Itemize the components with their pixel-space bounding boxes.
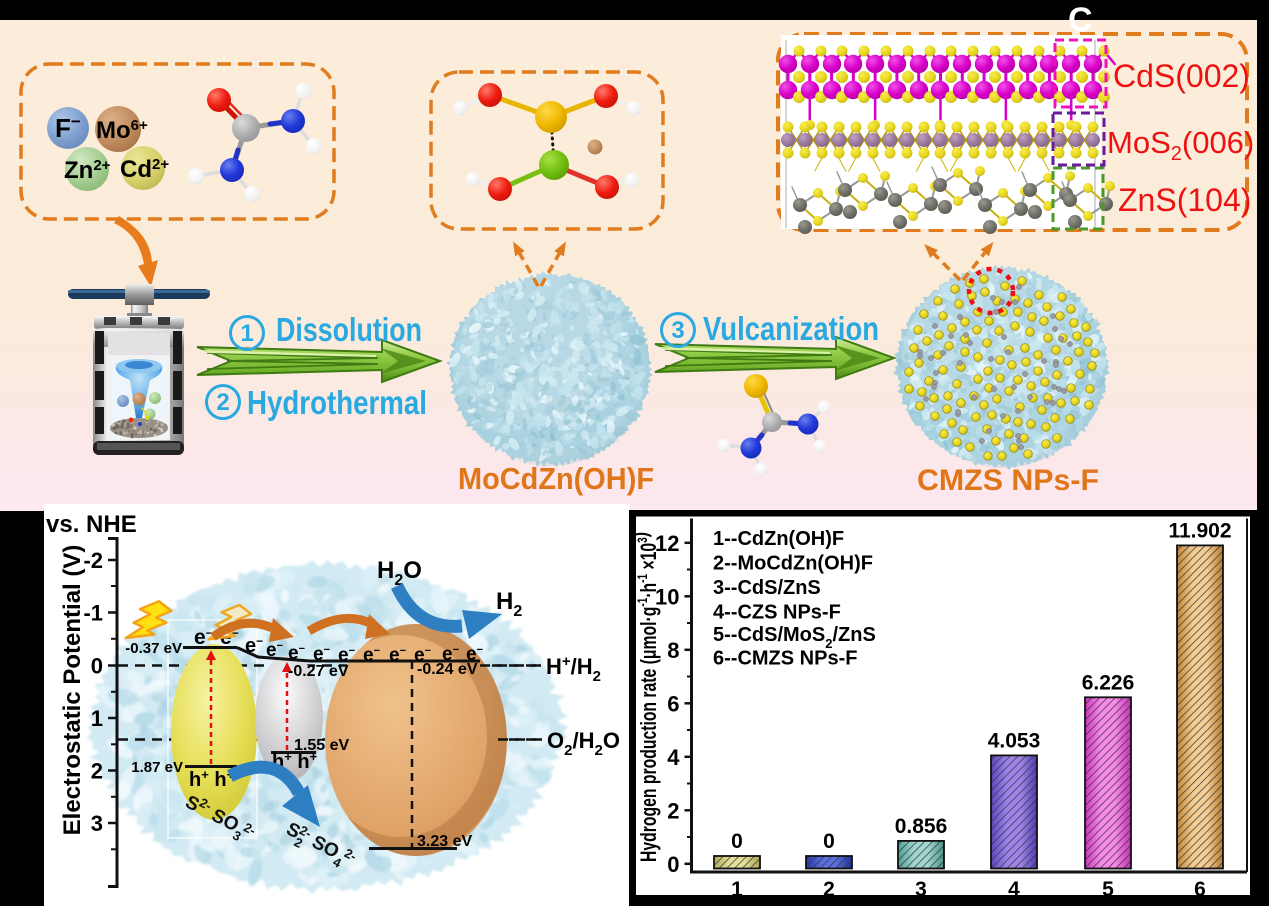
svg-text:Dissolution: Dissolution: [276, 311, 422, 348]
svg-text:2: 2: [667, 798, 679, 823]
svg-text:0: 0: [823, 830, 835, 853]
svg-text:-0.24 eV: -0.24 eV: [417, 661, 478, 678]
svg-text:vs. NHE: vs. NHE: [46, 511, 137, 538]
svg-text:0: 0: [731, 830, 743, 853]
svg-text:-0.37 eV: -0.37 eV: [125, 640, 182, 657]
svg-text:0.856: 0.856: [895, 815, 948, 838]
svg-text:12: 12: [655, 531, 679, 556]
svg-text:2: 2: [823, 878, 835, 901]
svg-text:10: 10: [655, 584, 679, 609]
svg-text:1: 1: [91, 706, 103, 731]
svg-text:3: 3: [915, 878, 927, 901]
svg-text:-1: -1: [83, 601, 103, 626]
svg-text:1--CdZn(OH)F: 1--CdZn(OH)F: [713, 528, 844, 550]
svg-text:3--CdS/ZnS: 3--CdS/ZnS: [713, 577, 821, 599]
svg-text:3: 3: [91, 811, 103, 836]
svg-text:2: 2: [216, 389, 229, 416]
svg-text:2--MoCdZn(OH)F: 2--MoCdZn(OH)F: [713, 553, 873, 575]
svg-text:-2: -2: [83, 548, 103, 573]
svg-text:6: 6: [1194, 878, 1206, 901]
svg-text:6.226: 6.226: [1082, 671, 1135, 694]
svg-text:3.23 eV: 3.23 eV: [417, 833, 472, 850]
svg-text:1: 1: [731, 878, 743, 901]
svg-text:6--CMZS NPs-F: 6--CMZS NPs-F: [713, 648, 857, 670]
svg-text:1: 1: [240, 320, 253, 347]
svg-text:4: 4: [667, 745, 680, 770]
svg-text:11.902: 11.902: [1168, 519, 1231, 542]
svg-text:-0.27 eV: -0.27 eV: [288, 663, 349, 680]
svg-text:8: 8: [667, 638, 679, 663]
svg-text:CMZS NPs-F: CMZS NPs-F: [917, 464, 1099, 497]
svg-text:4: 4: [1008, 878, 1020, 901]
svg-text:MoS2(006): MoS2(006): [1107, 125, 1254, 165]
svg-text:6: 6: [667, 691, 679, 716]
svg-text:1.55 eV: 1.55 eV: [294, 737, 349, 754]
svg-text:MoCdZn(OH)F: MoCdZn(OH)F: [458, 461, 654, 496]
svg-text:5: 5: [1102, 878, 1114, 901]
svg-text:H+/H2: H+/H2: [546, 653, 601, 685]
svg-text:Vulcanization: Vulcanization: [703, 310, 879, 347]
svg-text:ZnS(104): ZnS(104): [1118, 182, 1251, 218]
svg-text:2: 2: [91, 759, 103, 784]
svg-text:4--CZS NPs-F: 4--CZS NPs-F: [713, 602, 841, 624]
svg-text:1.87 eV: 1.87 eV: [131, 759, 183, 776]
svg-text:Hydrothermal: Hydrothermal: [247, 384, 427, 421]
svg-text:0: 0: [91, 654, 103, 679]
svg-text:4.053: 4.053: [988, 729, 1041, 752]
svg-text:3: 3: [671, 317, 684, 344]
svg-text:Electrostatic Potential (V): Electrostatic Potential (V): [59, 545, 86, 836]
svg-text:CdS(002): CdS(002): [1113, 58, 1250, 94]
svg-text:0: 0: [667, 852, 679, 877]
